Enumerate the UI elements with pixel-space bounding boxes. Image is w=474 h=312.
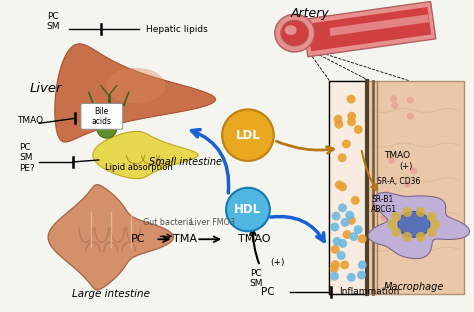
Text: Inflammation: Inflammation [339,287,400,296]
Circle shape [391,102,398,109]
Text: Lipid absorption: Lipid absorption [105,163,173,173]
Text: TMA: TMA [173,234,197,244]
Circle shape [407,97,414,104]
Text: Bile
acids: Bile acids [92,107,112,126]
Circle shape [402,207,412,217]
Circle shape [349,232,358,241]
Circle shape [340,261,349,269]
Circle shape [416,207,426,217]
Polygon shape [48,185,173,290]
Circle shape [407,113,414,120]
Polygon shape [307,7,431,51]
Circle shape [381,214,387,221]
Circle shape [337,153,346,162]
Circle shape [351,196,360,205]
Text: Artery: Artery [290,7,329,20]
Text: Liver FMO3: Liver FMO3 [190,218,235,227]
Circle shape [342,139,351,149]
Circle shape [410,168,417,174]
Circle shape [338,239,347,248]
Circle shape [392,212,401,222]
Circle shape [340,218,349,227]
Circle shape [354,225,363,234]
Circle shape [383,190,390,197]
Circle shape [390,95,397,102]
Text: LDL: LDL [236,129,260,142]
Circle shape [346,95,356,104]
Text: HDL: HDL [234,203,262,216]
Circle shape [345,211,354,220]
Circle shape [392,227,401,237]
Circle shape [226,188,270,231]
Circle shape [416,232,426,242]
Circle shape [431,219,441,229]
Circle shape [358,261,367,269]
Text: PC: PC [261,287,274,297]
Circle shape [357,271,366,280]
Text: Small intestine: Small intestine [149,157,222,167]
FancyBboxPatch shape [81,104,123,129]
Circle shape [404,181,411,188]
Circle shape [354,125,363,134]
Circle shape [330,222,339,232]
Text: Liver: Liver [29,82,62,95]
Ellipse shape [281,20,309,46]
Circle shape [347,216,356,225]
Circle shape [427,227,437,237]
Ellipse shape [398,212,430,237]
Circle shape [337,251,346,260]
Polygon shape [55,44,215,142]
Circle shape [335,180,344,189]
Polygon shape [368,193,470,259]
Circle shape [347,273,356,282]
Circle shape [388,157,395,164]
Text: PC
SM: PC SM [249,269,263,288]
Polygon shape [329,14,429,36]
FancyBboxPatch shape [329,81,367,294]
Text: TMAO: TMAO [17,116,44,125]
Text: SR-A, CD36: SR-A, CD36 [377,177,420,186]
Text: Large intestine: Large intestine [72,289,150,299]
Text: TMAO: TMAO [384,150,410,159]
Text: (+): (+) [271,257,285,266]
Circle shape [333,237,342,246]
Circle shape [387,219,397,229]
Text: Gut bacteria: Gut bacteria [143,218,193,227]
Circle shape [97,118,117,138]
Circle shape [222,110,274,161]
Circle shape [329,264,338,273]
Ellipse shape [275,14,315,52]
Circle shape [331,245,340,254]
Circle shape [402,232,412,242]
Text: TMAO: TMAO [238,234,271,244]
Text: PC
SM: PC SM [46,12,60,31]
Text: (+): (+) [399,163,412,171]
Circle shape [427,212,437,222]
Circle shape [332,212,340,221]
Circle shape [343,230,352,239]
Polygon shape [93,131,198,179]
Text: SR-B1
ABCG1: SR-B1 ABCG1 [371,195,397,214]
Circle shape [338,203,347,212]
Circle shape [331,260,340,269]
Text: PC: PC [131,234,146,244]
Circle shape [334,120,343,129]
Polygon shape [106,68,165,104]
Circle shape [378,192,385,199]
Text: Hepatic lipids: Hepatic lipids [146,25,207,34]
Circle shape [330,272,339,281]
Circle shape [334,115,343,124]
Ellipse shape [285,25,297,35]
Circle shape [338,182,347,191]
Circle shape [347,112,356,121]
Circle shape [358,234,367,243]
FancyBboxPatch shape [329,81,464,294]
Circle shape [347,117,356,126]
Text: Macrophage: Macrophage [384,282,444,292]
Polygon shape [302,2,436,57]
Text: PC
SM
PE?: PC SM PE? [19,143,35,173]
